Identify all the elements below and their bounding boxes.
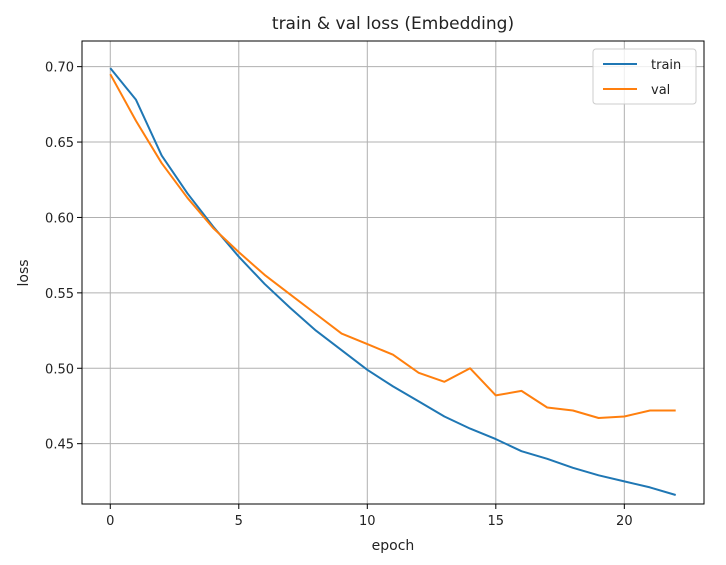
plot-frame <box>81 40 705 505</box>
y-axis-label: loss <box>16 259 32 286</box>
legend-label-val: val <box>651 83 670 98</box>
y-tick-label: 0.55 <box>45 287 74 302</box>
y-tick-label: 0.70 <box>45 61 74 76</box>
x-tick-label: 5 <box>235 514 243 529</box>
legend-label-train: train <box>651 58 681 73</box>
y-tick-label: 0.60 <box>45 211 74 226</box>
series-lines <box>109 67 676 496</box>
x-tick-label: 10 <box>359 514 376 529</box>
series-line-train <box>109 67 676 496</box>
x-tick-label: 15 <box>488 514 505 529</box>
x-tick-label: 20 <box>616 514 633 529</box>
legend: train val <box>592 48 697 105</box>
y-tick-label: 0.50 <box>45 362 74 377</box>
chart-title: train & val loss (Embedding) <box>272 14 514 34</box>
y-tick-label: 0.45 <box>45 438 74 453</box>
legend-box <box>592 48 697 105</box>
x-axis-label: epoch <box>372 538 415 554</box>
x-tick-label: 0 <box>106 514 114 529</box>
series-line-val <box>109 73 676 419</box>
y-tick-label: 0.65 <box>45 136 74 151</box>
axis-ticks: 0 5 10 15 20 0.45 0.50 0.55 0.60 0.65 0.70 <box>45 61 633 529</box>
